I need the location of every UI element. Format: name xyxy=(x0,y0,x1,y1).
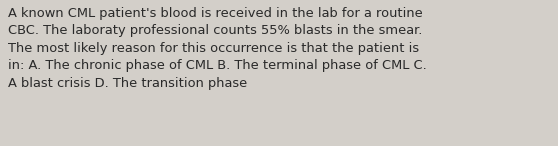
Text: A known CML patient's blood is received in the lab for a routine
CBC. The labora: A known CML patient's blood is received … xyxy=(8,7,426,89)
